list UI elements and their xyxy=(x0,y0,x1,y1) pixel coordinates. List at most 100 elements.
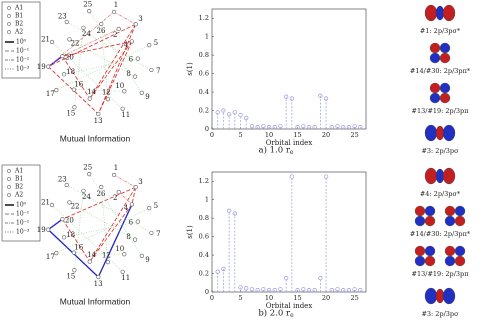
orbital-lobe xyxy=(414,205,426,217)
stem-marker xyxy=(352,287,357,292)
x-axis-label: Orbital index xyxy=(266,139,313,147)
stem-marker xyxy=(215,269,220,274)
orbital-lobe xyxy=(444,255,456,267)
node-label: 5 xyxy=(154,39,158,47)
orbital-lobe xyxy=(424,124,438,142)
stem-marker xyxy=(238,285,243,290)
mi-node xyxy=(87,259,92,264)
legend-label: B1 xyxy=(15,13,23,20)
stem-marker xyxy=(346,125,352,130)
stem-marker xyxy=(226,112,232,117)
mi-node xyxy=(99,21,104,27)
mi-link xyxy=(100,186,109,263)
y-tick-label: 0.4 xyxy=(199,88,209,96)
mi-node xyxy=(129,39,135,44)
mi-link xyxy=(73,252,125,255)
legend-label: A1 xyxy=(14,5,23,12)
stem-marker xyxy=(272,125,277,130)
orbital-label: #1: 2p/3pσ* xyxy=(420,27,461,35)
node-label: 8 xyxy=(126,70,130,78)
node-label: 9 xyxy=(145,93,149,101)
orbital-lobe xyxy=(454,245,466,257)
x-tick-label: 15 xyxy=(293,131,301,139)
mi-node xyxy=(81,25,86,30)
orbital-lobe xyxy=(424,287,438,305)
legend-label: 10⁻³ xyxy=(16,229,30,236)
stem-marker xyxy=(238,113,243,118)
legend-marker xyxy=(7,14,11,18)
x-tick-label: 10 xyxy=(265,294,273,302)
stem-marker xyxy=(244,286,249,291)
mi-link xyxy=(69,202,136,240)
x-tick-label: 5 xyxy=(238,294,242,302)
orbital-image xyxy=(424,4,456,22)
orbital-lobe xyxy=(424,167,438,185)
node-label: 4 xyxy=(124,41,129,49)
node-label: 18 xyxy=(66,68,75,76)
node-label: 22 xyxy=(71,203,80,211)
mi-node xyxy=(120,269,125,274)
mi-node xyxy=(60,54,65,59)
node-label: 8 xyxy=(126,233,130,241)
mi-node xyxy=(147,43,152,48)
stem-marker xyxy=(318,276,323,281)
legend-label: 10⁻¹ xyxy=(16,48,29,55)
x-tick-label: 15 xyxy=(293,294,301,302)
orbital-image xyxy=(414,245,466,267)
mi-node xyxy=(149,230,154,236)
plot-frame xyxy=(211,8,367,130)
node-label: 7 xyxy=(156,230,160,238)
legend-label: 10⁻¹ xyxy=(16,211,29,218)
mi-link xyxy=(47,11,115,67)
mi-link xyxy=(97,204,133,278)
legend-marker xyxy=(7,22,11,26)
stem-marker xyxy=(346,288,352,293)
legend-marker xyxy=(7,185,11,189)
stem-marker xyxy=(329,125,334,130)
mi-link xyxy=(97,41,133,115)
stem-marker xyxy=(352,124,357,129)
mi-link xyxy=(100,23,109,100)
orbital-lobe xyxy=(435,5,445,21)
orbital-lobe xyxy=(454,255,466,267)
mi-node xyxy=(132,74,138,79)
mi-node xyxy=(129,202,135,207)
node-label: 10 xyxy=(115,82,124,90)
node-label: 12 xyxy=(102,88,111,96)
mi-node xyxy=(61,235,67,240)
stem-marker xyxy=(244,115,249,121)
mi-link xyxy=(97,24,137,115)
stem-marker xyxy=(341,125,346,130)
stem-marker xyxy=(306,125,312,130)
caption-subscript: e xyxy=(290,312,294,319)
node-label: 25 xyxy=(83,0,92,8)
mi-node xyxy=(120,106,125,111)
node-label: 1 xyxy=(114,164,118,172)
node-label: 5 xyxy=(154,202,158,210)
mi-link xyxy=(73,190,84,271)
stem-marker xyxy=(329,288,334,293)
node-label: 11 xyxy=(121,111,130,119)
mi-node xyxy=(71,250,76,255)
y-axis-label: s(1) xyxy=(186,225,194,239)
y-tick-label: 1 xyxy=(205,196,209,204)
legend-marker xyxy=(7,6,11,10)
stem-marker xyxy=(278,124,283,129)
mi-node xyxy=(46,64,51,69)
orbital-lobe xyxy=(424,245,436,257)
mi-title: Mutual Information xyxy=(60,296,131,306)
node-label: 15 xyxy=(66,109,75,117)
orbital-image xyxy=(424,287,456,305)
stem-marker xyxy=(335,287,340,292)
node-label: 6 xyxy=(129,218,134,226)
legend-marker xyxy=(7,30,11,34)
node-label: 13 xyxy=(94,117,103,125)
mi-node xyxy=(87,9,92,14)
mi-node xyxy=(132,237,138,242)
node-label: 21 xyxy=(41,35,50,43)
node-label: 23 xyxy=(58,176,67,184)
mi-node xyxy=(147,206,152,211)
mi-node xyxy=(60,217,65,222)
mi-node xyxy=(87,172,92,177)
